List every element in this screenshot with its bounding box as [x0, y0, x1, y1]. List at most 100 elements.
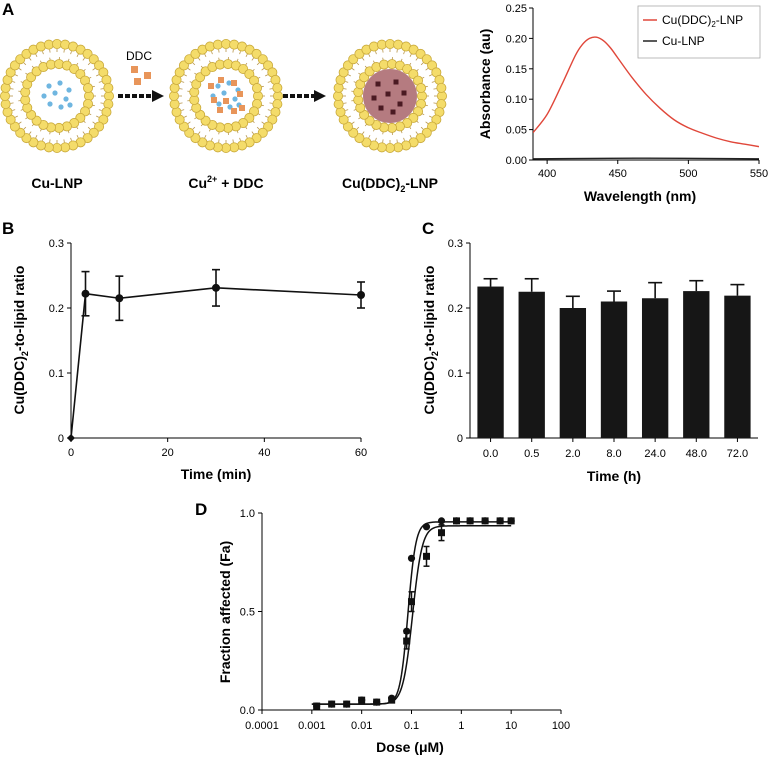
x-tick-label: 550 [750, 168, 768, 180]
y-tick-label: 1.0 [240, 508, 255, 520]
x-tick-label: 20 [162, 447, 174, 459]
lipid-tail [369, 54, 370, 57]
x-tick-label: 0.001 [298, 720, 326, 732]
x-tick-label: 0 [68, 447, 74, 459]
bar [519, 292, 545, 438]
lipid-head [416, 83, 425, 92]
x-tick-label: 0.5 [524, 448, 539, 460]
lipid-tail [93, 122, 95, 124]
lipid-tail [15, 116, 18, 117]
ddc-reagent-label: DDC [126, 49, 152, 63]
data-point-square [358, 697, 365, 704]
y-tick-label: 0.2 [49, 303, 64, 315]
y-tick-label: 0 [58, 433, 64, 445]
lipid-tail [257, 63, 259, 65]
liposome-1 [0, 39, 113, 152]
y-tick-label: 0.1 [448, 368, 463, 380]
bar [477, 287, 503, 438]
ddc-molecule [237, 91, 243, 97]
lipid-tail [348, 116, 351, 117]
panel-label-c: C [422, 219, 434, 238]
lipid-tail [262, 68, 264, 70]
lipid-tail [410, 135, 411, 138]
cu-ddc-complex [376, 82, 381, 87]
lipid-tail [432, 110, 435, 111]
data-point-square [388, 697, 395, 704]
lipid-tail [99, 110, 102, 111]
lipid-tail [352, 68, 354, 70]
y-tick-label: 0.25 [506, 3, 527, 15]
lipid-head [83, 83, 92, 92]
x-tick-label: 2.0 [565, 448, 580, 460]
data-point-square [328, 701, 335, 708]
copper-ion [226, 80, 231, 85]
lipid-tail [416, 132, 418, 134]
liposome-3 [333, 39, 446, 152]
bar [724, 296, 750, 438]
lipid-tail [36, 54, 37, 57]
lipid-tail [188, 68, 190, 70]
lipid-tail [357, 127, 359, 129]
lipid-tail [77, 54, 78, 57]
lipid-head [273, 83, 282, 92]
lipid-tail [262, 122, 264, 124]
lipid-head [104, 83, 113, 92]
x-tick-label: 500 [679, 168, 697, 180]
data-point-square [343, 701, 350, 708]
copper-ion [46, 83, 51, 88]
lipid-tail [211, 138, 212, 141]
x-tick-label: 0.01 [351, 720, 372, 732]
lipid-tail [193, 63, 195, 65]
lipid-tail [426, 68, 428, 70]
data-point [67, 434, 75, 442]
x-tick-label: 0.1 [404, 720, 419, 732]
data-point-square [453, 517, 460, 524]
copper-ion [215, 83, 220, 88]
lipid-tail [375, 51, 376, 54]
copper-ion [57, 80, 62, 85]
y-tick-label: 0.00 [506, 155, 527, 167]
copper-ion [58, 104, 63, 109]
lipid-tail [432, 81, 435, 82]
lipid-tail [252, 132, 254, 134]
lipid-tail [83, 58, 85, 60]
lipid-tail [96, 75, 99, 76]
lipid-tail [362, 58, 364, 60]
lipid-tail [348, 75, 351, 76]
lipid-tail [211, 51, 212, 54]
lipid-tail [404, 51, 405, 54]
lipid-tail [421, 63, 423, 65]
lipid-tail [429, 75, 432, 76]
lipid-tail [362, 132, 364, 134]
ddc-molecule [211, 97, 217, 103]
x-tick-label: 8.0 [606, 448, 621, 460]
lipid-tail [246, 135, 247, 138]
lipid-tail [257, 127, 259, 129]
lipid-tail [429, 116, 432, 117]
legend: Cu(DDC)2-LNP Cu-LNP [638, 6, 760, 58]
x-tick-label: 450 [609, 168, 627, 180]
x-tick-label: 24.0 [644, 448, 665, 460]
cu-ddc-complex [391, 110, 396, 115]
x-tick-label: 400 [538, 168, 556, 180]
lipid-tail [71, 138, 72, 141]
x-axis-label: Time (h) [587, 468, 641, 484]
bar [601, 302, 627, 439]
y-tick-label: 0.3 [49, 238, 64, 250]
cu-ddc-complex [402, 91, 407, 96]
lipid-tail [246, 54, 247, 57]
lipid-tail [71, 51, 72, 54]
ddc-molecule [223, 98, 229, 104]
lipid-tail [240, 51, 241, 54]
lipid-tail [36, 135, 37, 138]
copper-ion [66, 87, 71, 92]
lipid-tail [42, 138, 43, 141]
lipid-tail [198, 58, 200, 60]
data-point [212, 284, 220, 292]
lipid-tail [42, 51, 43, 54]
ddc-molecule [131, 66, 138, 73]
lipid-tail [240, 138, 241, 141]
bar [683, 291, 709, 438]
y-axis-label: Fraction affected (Fa) [217, 541, 233, 683]
